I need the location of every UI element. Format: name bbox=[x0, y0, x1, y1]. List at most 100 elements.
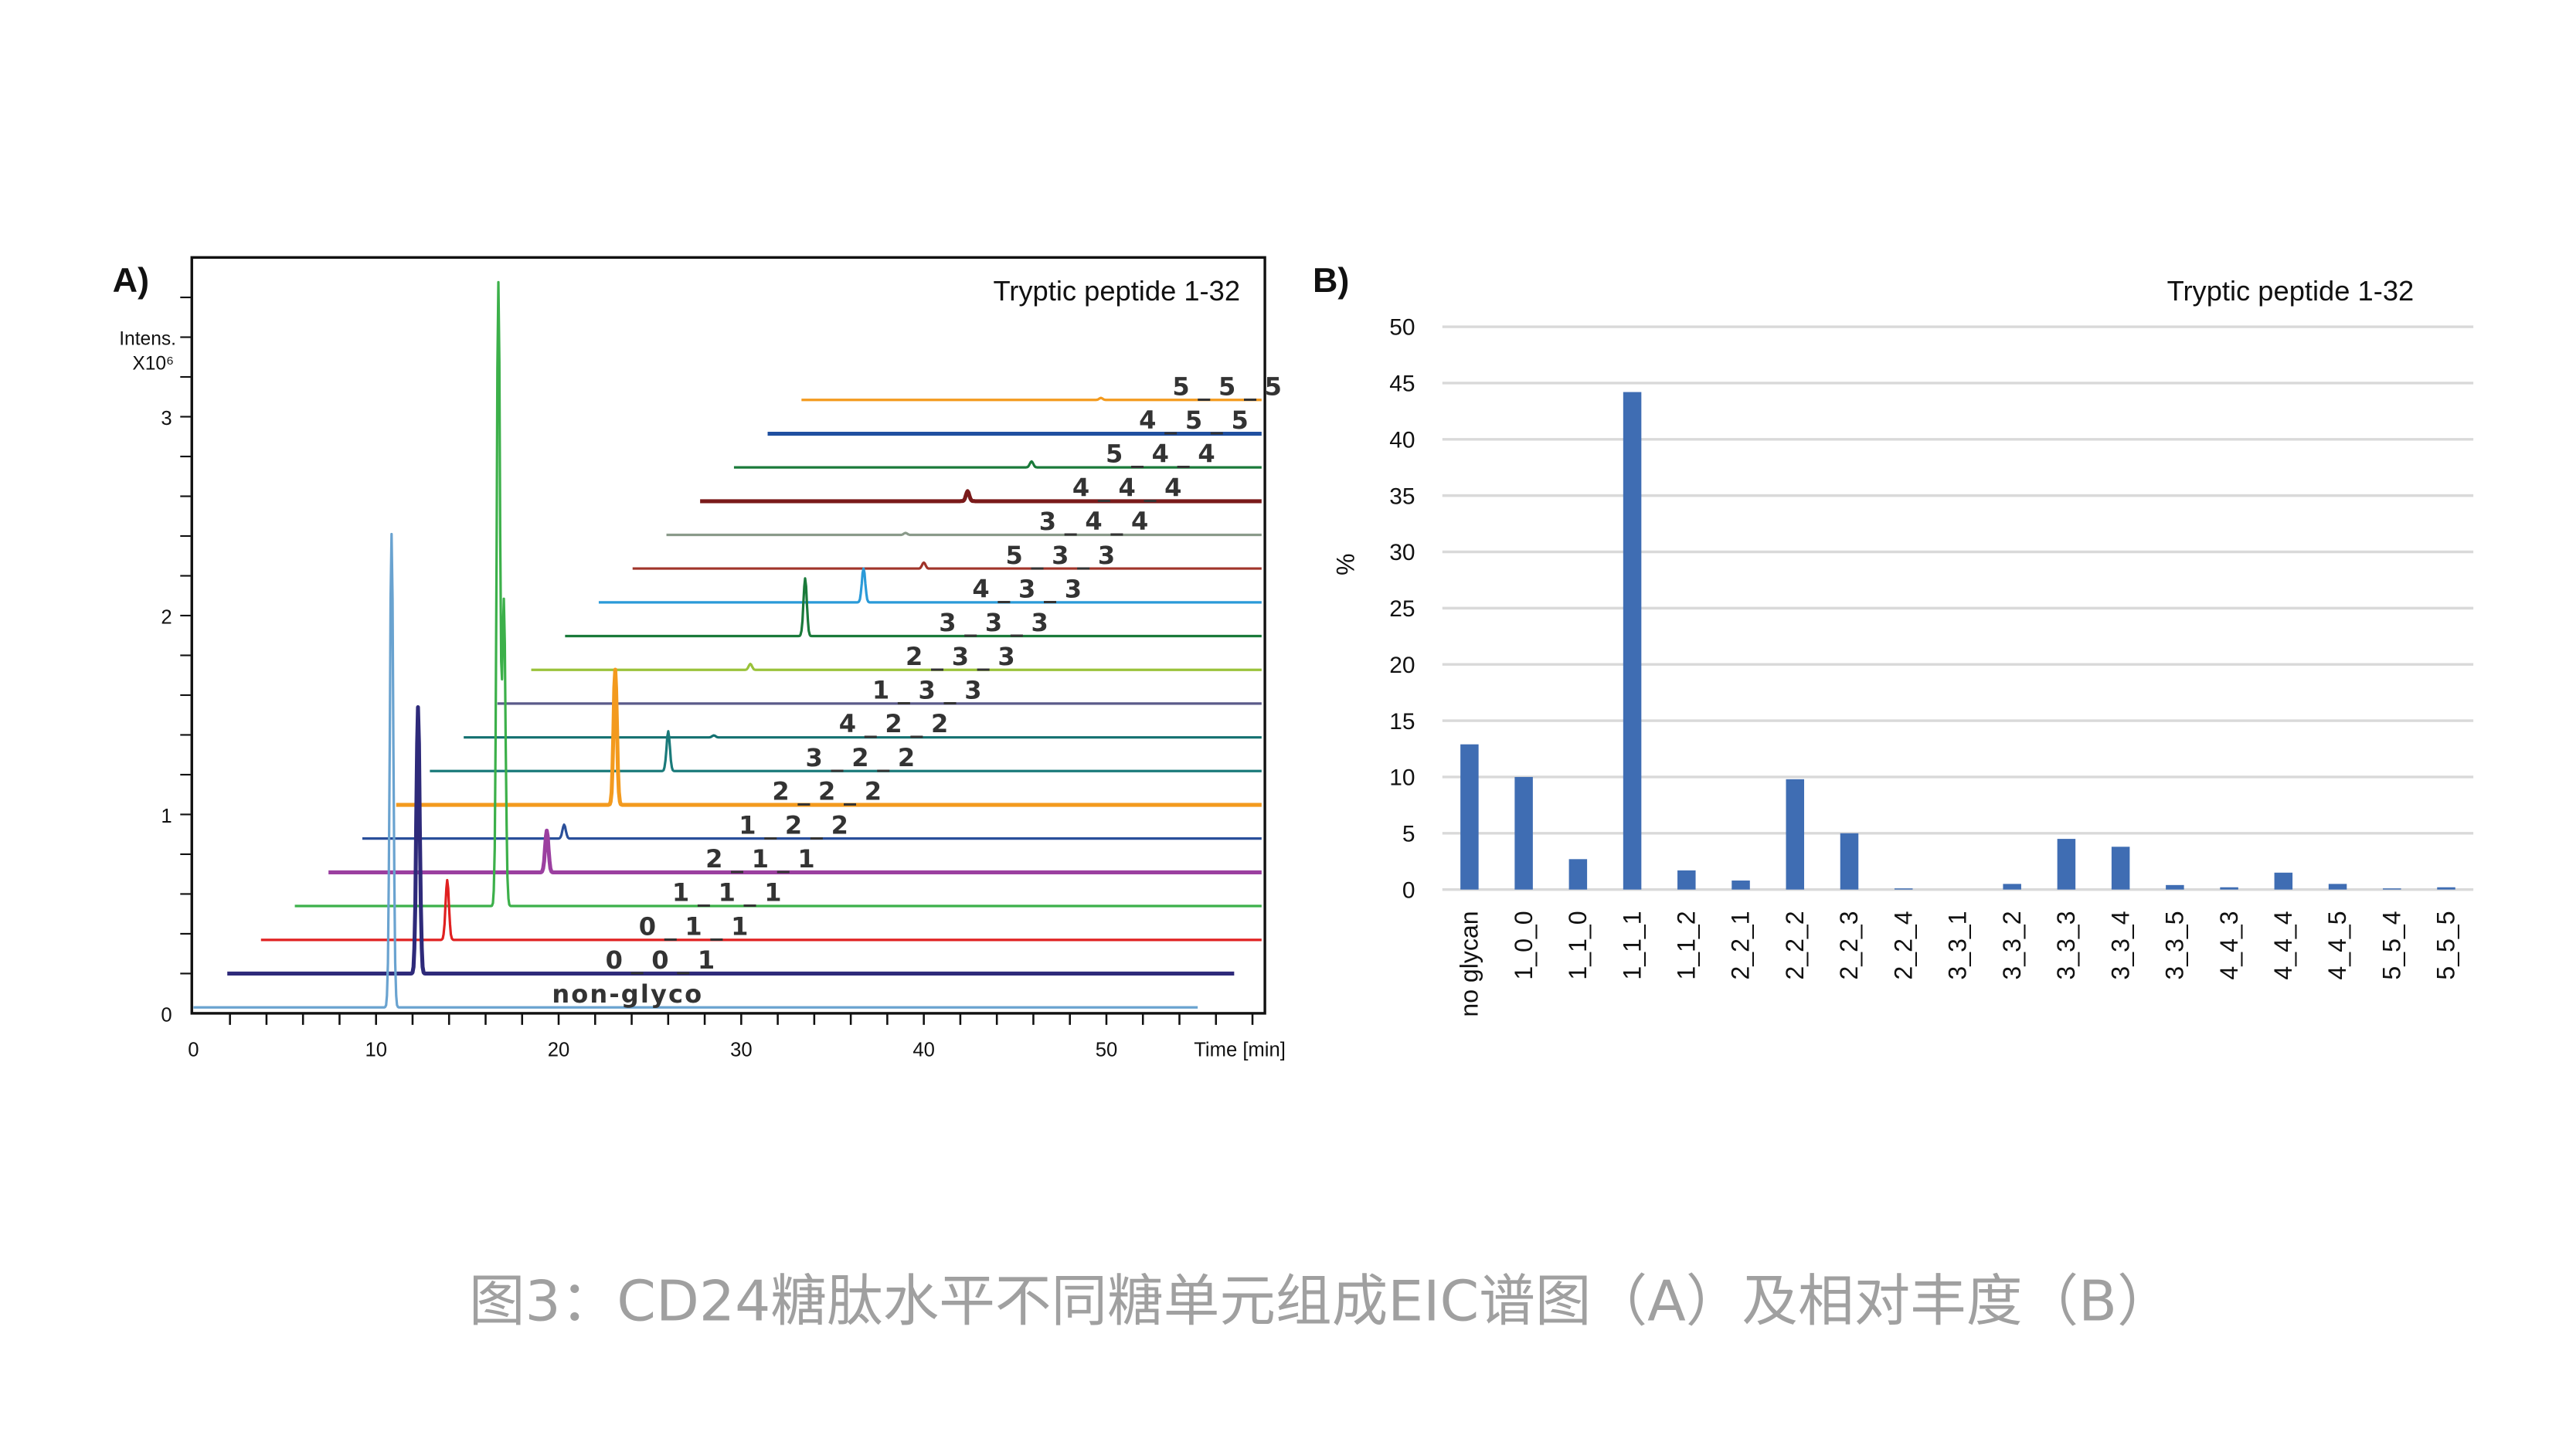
trace-2_3_3: 2 _ 3 _ 3 bbox=[531, 642, 1263, 671]
trace-5_4_4: 5 _ 4 _ 4 bbox=[733, 439, 1263, 469]
trace-line bbox=[698, 489, 1263, 504]
trace-4_4_4: 4 _ 4 _ 4 bbox=[698, 473, 1263, 504]
trace-line bbox=[531, 662, 1263, 671]
trace-label: 1 _ 3 _ 3 bbox=[872, 676, 984, 705]
trace-label: 4 _ 5 _ 5 bbox=[1139, 406, 1250, 435]
figure-caption: 图3：CD24糖肽水平不同糖单元组成EIC谱图（A）及相对丰度（B） bbox=[469, 1269, 2173, 1334]
x-tick-label: 5_5_5 bbox=[2432, 911, 2460, 979]
panel-a-xlabel: Time [min] bbox=[1194, 1039, 1286, 1060]
x-tick-label: 50 bbox=[1096, 1039, 1118, 1060]
trace-label: 1 _ 2 _ 2 bbox=[739, 810, 850, 840]
trace-line bbox=[632, 561, 1263, 570]
trace-4_5_5: 4 _ 5 _ 5 bbox=[766, 406, 1263, 436]
trace-3_2_2: 3 _ 2 _ 2 bbox=[430, 730, 1263, 772]
trace-label: 1 _ 1 _ 1 bbox=[672, 878, 783, 908]
trace-1_3_3: 1 _ 3 _ 3 bbox=[497, 676, 1263, 705]
bar-3_3_5 bbox=[2166, 884, 2184, 890]
panel-b-ylabel: % bbox=[1331, 553, 1359, 575]
x-tick-label: 40 bbox=[912, 1039, 935, 1060]
y-tick-label: 1 bbox=[161, 806, 172, 827]
trace-2_2_2: 2 _ 2 _ 2 bbox=[395, 667, 1263, 807]
panel-a-ylabel: Intens. bbox=[119, 329, 176, 350]
y-tick-label: 35 bbox=[1389, 484, 1415, 509]
bar-2_2_3 bbox=[1840, 833, 1859, 890]
x-tick-label: 20 bbox=[548, 1039, 570, 1060]
bar-3_3_4 bbox=[2111, 847, 2130, 890]
trace-line bbox=[294, 280, 1263, 908]
x-tick-label: 1_1_0 bbox=[1564, 911, 1592, 979]
x-tick-label: no glycan bbox=[1456, 911, 1483, 1016]
trace-line bbox=[463, 734, 1263, 739]
trace-3_3_3: 3 _ 3 _ 3 bbox=[564, 577, 1263, 638]
bar-5_5_5 bbox=[2437, 887, 2455, 890]
y-tick-label: 0 bbox=[161, 1005, 172, 1027]
x-tick-label: 3_3_5 bbox=[2161, 911, 2189, 979]
y-tick-label: 50 bbox=[1389, 315, 1415, 341]
trace-1_2_2: 1 _ 2 _ 2 bbox=[362, 810, 1263, 840]
y-tick-label: 30 bbox=[1389, 540, 1415, 565]
y-tick-label: 45 bbox=[1389, 372, 1415, 397]
trace-line bbox=[598, 567, 1263, 604]
bar-1_1_1 bbox=[1623, 392, 1642, 890]
trace-label: 5 _ 5 _ 5 bbox=[1172, 372, 1283, 401]
x-tick-label: 5_5_4 bbox=[2377, 911, 2405, 979]
bar-no glycan bbox=[1460, 744, 1479, 890]
x-tick-label: 4_4_3 bbox=[2215, 911, 2243, 979]
trace-line bbox=[801, 396, 1263, 402]
bar-4_4_3 bbox=[2220, 887, 2238, 890]
trace-3_4_4: 3 _ 4 _ 4 bbox=[666, 507, 1263, 537]
bar-2_2_4 bbox=[1894, 888, 1913, 890]
y-tick-label: 25 bbox=[1389, 596, 1415, 622]
x-tick-label: 4_4_4 bbox=[2269, 911, 2297, 979]
panel-b-label: B) bbox=[1313, 260, 1349, 300]
panel-b-title: Tryptic peptide 1-32 bbox=[2167, 275, 2415, 307]
trace-line bbox=[260, 878, 1263, 942]
bar-1_1_0 bbox=[1568, 859, 1588, 890]
y-tick-label: 3 bbox=[161, 408, 172, 429]
bar-1_1_2 bbox=[1677, 870, 1696, 890]
x-tick-label: 2_2_4 bbox=[1889, 911, 1917, 979]
x-tick-label: 3_3_1 bbox=[1944, 911, 1972, 979]
trace-label: 0 _ 0 _ 1 bbox=[606, 945, 717, 975]
x-tick-label: 2_2_2 bbox=[1781, 911, 1809, 979]
bar-2_2_1 bbox=[1731, 881, 1750, 890]
trace-2_1_1: 2 _ 1 _ 1 bbox=[327, 828, 1263, 875]
trace-line bbox=[733, 460, 1263, 469]
y-tick-label: 0 bbox=[1402, 877, 1415, 903]
x-tick-label: 2_2_1 bbox=[1727, 911, 1755, 979]
panel-a-plot-frame bbox=[190, 256, 1266, 1015]
x-tick-label: 3_3_4 bbox=[2106, 911, 2134, 979]
x-tick-label: 10 bbox=[365, 1039, 387, 1060]
bar-3_3_3 bbox=[2057, 839, 2076, 890]
trace-line bbox=[362, 823, 1263, 840]
trace-label: 5 _ 3 _ 3 bbox=[1006, 541, 1117, 570]
y-tick-label: 40 bbox=[1389, 427, 1415, 453]
trace-label: 5 _ 4 _ 4 bbox=[1106, 439, 1217, 469]
trace-5_3_3: 5 _ 3 _ 3 bbox=[632, 541, 1263, 570]
trace-non-glyco: non-glyco bbox=[193, 532, 1198, 1009]
bar-4_4_5 bbox=[2328, 884, 2347, 890]
trace-label: 4 _ 3 _ 3 bbox=[972, 574, 1083, 603]
x-tick-label: 2_2_3 bbox=[1835, 911, 1863, 979]
x-tick-label: 3_3_2 bbox=[1998, 911, 2026, 979]
x-tick-label: 30 bbox=[730, 1039, 753, 1060]
trace-label: 3 _ 3 _ 3 bbox=[939, 608, 1050, 637]
x-tick-label: 0 bbox=[188, 1039, 199, 1060]
trace-line bbox=[193, 532, 1198, 1009]
bar-3_3_2 bbox=[2003, 884, 2021, 890]
trace-line bbox=[327, 828, 1263, 875]
trace-label: 3 _ 2 _ 2 bbox=[806, 743, 917, 772]
panel-a-eic-chart: A) Tryptic peptide 1-32 Intens. X10⁶ Tim… bbox=[113, 256, 1286, 1060]
trace-line bbox=[666, 531, 1263, 537]
panel-b-bar-chart: B) Tryptic peptide 1-32 % 0 5 10 15 20 25 30 35… bbox=[1313, 260, 2474, 1017]
trace-line bbox=[564, 577, 1263, 638]
trace-line bbox=[395, 667, 1263, 807]
x-tick-label: 3_3_3 bbox=[2052, 911, 2080, 979]
trace-label: 4 _ 2 _ 2 bbox=[839, 709, 950, 738]
trace-label: 3 _ 4 _ 4 bbox=[1039, 507, 1150, 536]
y-tick-label: 2 bbox=[161, 607, 172, 629]
trace-label: 2 _ 3 _ 3 bbox=[906, 642, 1017, 671]
panel-a-yunit: X10⁶ bbox=[132, 354, 174, 375]
trace-label: 0 _ 1 _ 1 bbox=[639, 911, 750, 941]
